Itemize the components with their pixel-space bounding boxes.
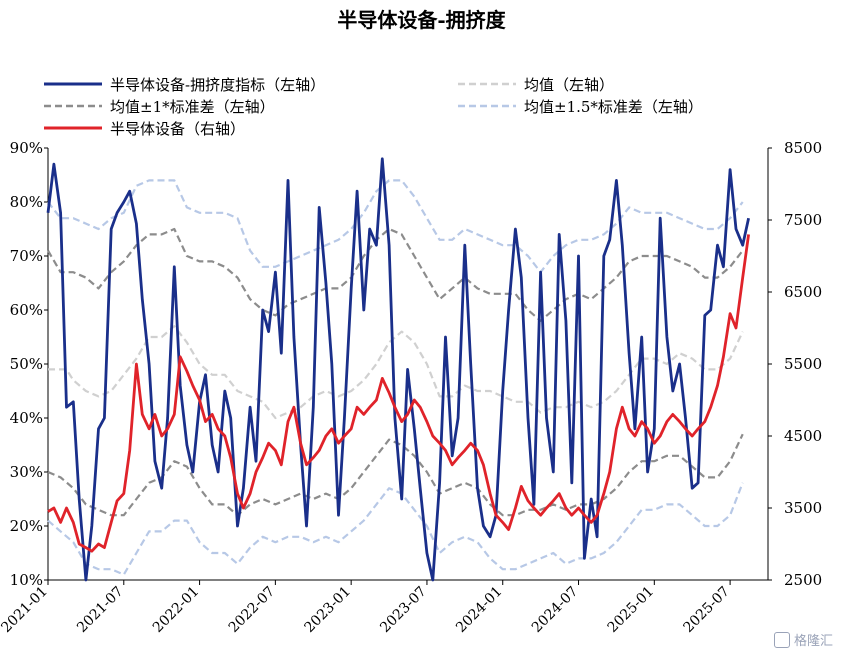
- x-tick-label: 2023-01: [302, 584, 354, 636]
- x-tick-label: 2024-01: [453, 584, 505, 636]
- series-line-sector: [47, 234, 750, 553]
- legend-label-band1: 均值±1*标准差（左轴）: [110, 97, 275, 116]
- left-tick-label: 60%: [10, 301, 43, 319]
- x-tick-label: 2021-07: [74, 584, 126, 636]
- x-tick-label: 2024-07: [529, 584, 581, 636]
- left-tick-label: 80%: [10, 193, 43, 211]
- series-line-band15-lower: [47, 482, 744, 576]
- right-tick-label: 5500: [784, 355, 822, 373]
- legend-item-band15: 均值±1.5*标准差（左轴）: [458, 95, 703, 117]
- right-tick-label: 6500: [784, 283, 822, 301]
- series-line-band1-upper: [47, 227, 744, 322]
- series-group: [46, 157, 750, 582]
- left-tick-label: 20%: [10, 517, 43, 535]
- left-tick-label: 10%: [10, 571, 43, 589]
- right-tick-label: 2500: [784, 571, 822, 589]
- axes: [44, 147, 772, 585]
- chart-title: 半导体设备-拥挤度: [337, 8, 506, 32]
- legend-swatch-mean: [458, 82, 516, 86]
- watermark: 格隆汇: [773, 630, 833, 649]
- series-line-band1-lower: [47, 433, 744, 517]
- x-tick-label: 2025-01: [605, 584, 657, 636]
- series-line-mean: [48, 325, 744, 420]
- legend-label-index: 半导体设备-拥挤度指标（左轴）: [110, 75, 326, 94]
- left-tick-label: 40%: [10, 409, 43, 427]
- right-tick-label: 4500: [784, 427, 822, 445]
- series-line-index: [46, 157, 750, 582]
- legend-swatch-band15: [458, 104, 516, 108]
- right-tick-label: 3500: [784, 499, 822, 517]
- legend-swatch-index: [44, 82, 102, 86]
- left-tick-label: 30%: [10, 463, 43, 481]
- legend-swatch-sector: [44, 126, 102, 130]
- legend-item-index: 半导体设备-拥挤度指标（左轴）: [44, 73, 325, 95]
- legend-label-sector: 半导体设备（右轴）: [110, 119, 246, 138]
- left-tick-label: 90%: [10, 139, 43, 157]
- watermark-text: 格隆汇: [793, 634, 833, 649]
- watermark-logo-icon: [773, 631, 790, 648]
- x-tick-label: 2022-01: [150, 584, 202, 636]
- x-tick-label: 2022-07: [226, 584, 278, 636]
- right-tick-label: 7500: [784, 211, 822, 229]
- legend-item-mean: 均值（左轴）: [458, 73, 614, 95]
- left-tick-label: 50%: [10, 355, 43, 373]
- series-line-band15-upper: [47, 179, 744, 274]
- right-tick-label: 8500: [784, 139, 822, 157]
- legend-item-sector: 半导体设备（右轴）: [44, 117, 245, 139]
- legend-label-mean: 均值（左轴）: [524, 75, 615, 94]
- legend-label-band15: 均值±1.5*标准差（左轴）: [524, 97, 703, 116]
- legend-swatch-band1: [44, 104, 102, 108]
- left-tick-label: 70%: [10, 247, 43, 265]
- legend-item-band1: 均值±1*标准差（左轴）: [44, 95, 275, 117]
- x-tick-label: 2025-07: [680, 584, 732, 636]
- x-tick-label: 2021-01: [0, 584, 51, 636]
- x-tick-label: 2023-07: [377, 584, 429, 636]
